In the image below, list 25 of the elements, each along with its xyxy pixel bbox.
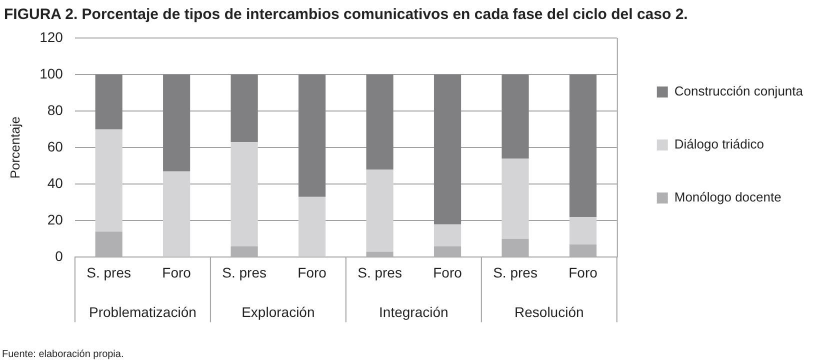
y-tick-label: 100 bbox=[40, 65, 64, 82]
x-tick-label: S. pres bbox=[493, 264, 538, 280]
text: Resolución bbox=[514, 304, 584, 320]
x-tick-label: S. pres bbox=[222, 264, 266, 280]
x-tick-label: Foro bbox=[162, 264, 192, 280]
y-tick-label: 120 bbox=[40, 28, 64, 45]
legend-label: Construcción conjunta bbox=[674, 84, 804, 99]
x-tick-label: S. pres bbox=[86, 264, 132, 280]
x-tick-label: Foro bbox=[433, 264, 462, 280]
chart-title: FIGURA 2. Porcentaje de tipos de intercambios comunicativos en cada fase del ciclo del caso 2. bbox=[4, 6, 688, 24]
y-tick-label: 0 bbox=[55, 248, 64, 264]
legend-label: Diálogo triádico bbox=[674, 136, 764, 152]
y-tick-label: 80 bbox=[47, 102, 64, 118]
text: Integración bbox=[379, 304, 448, 320]
x-tick-label: S. pres bbox=[358, 264, 402, 280]
x-tick-label: Foro bbox=[298, 264, 327, 280]
y-axis-title: Porcentaje bbox=[7, 116, 22, 179]
text: Exploración bbox=[242, 304, 315, 320]
y-tick-label: 40 bbox=[47, 174, 64, 191]
legend-label: Monólogo docente bbox=[674, 190, 782, 205]
y-tick-label: 20 bbox=[47, 212, 64, 228]
x-tick-label: Foro bbox=[568, 264, 598, 280]
source-note: Fuente: elaboración propia. bbox=[2, 349, 124, 360]
text: Problematización bbox=[89, 304, 196, 320]
y-tick-label: 60 bbox=[47, 138, 64, 154]
